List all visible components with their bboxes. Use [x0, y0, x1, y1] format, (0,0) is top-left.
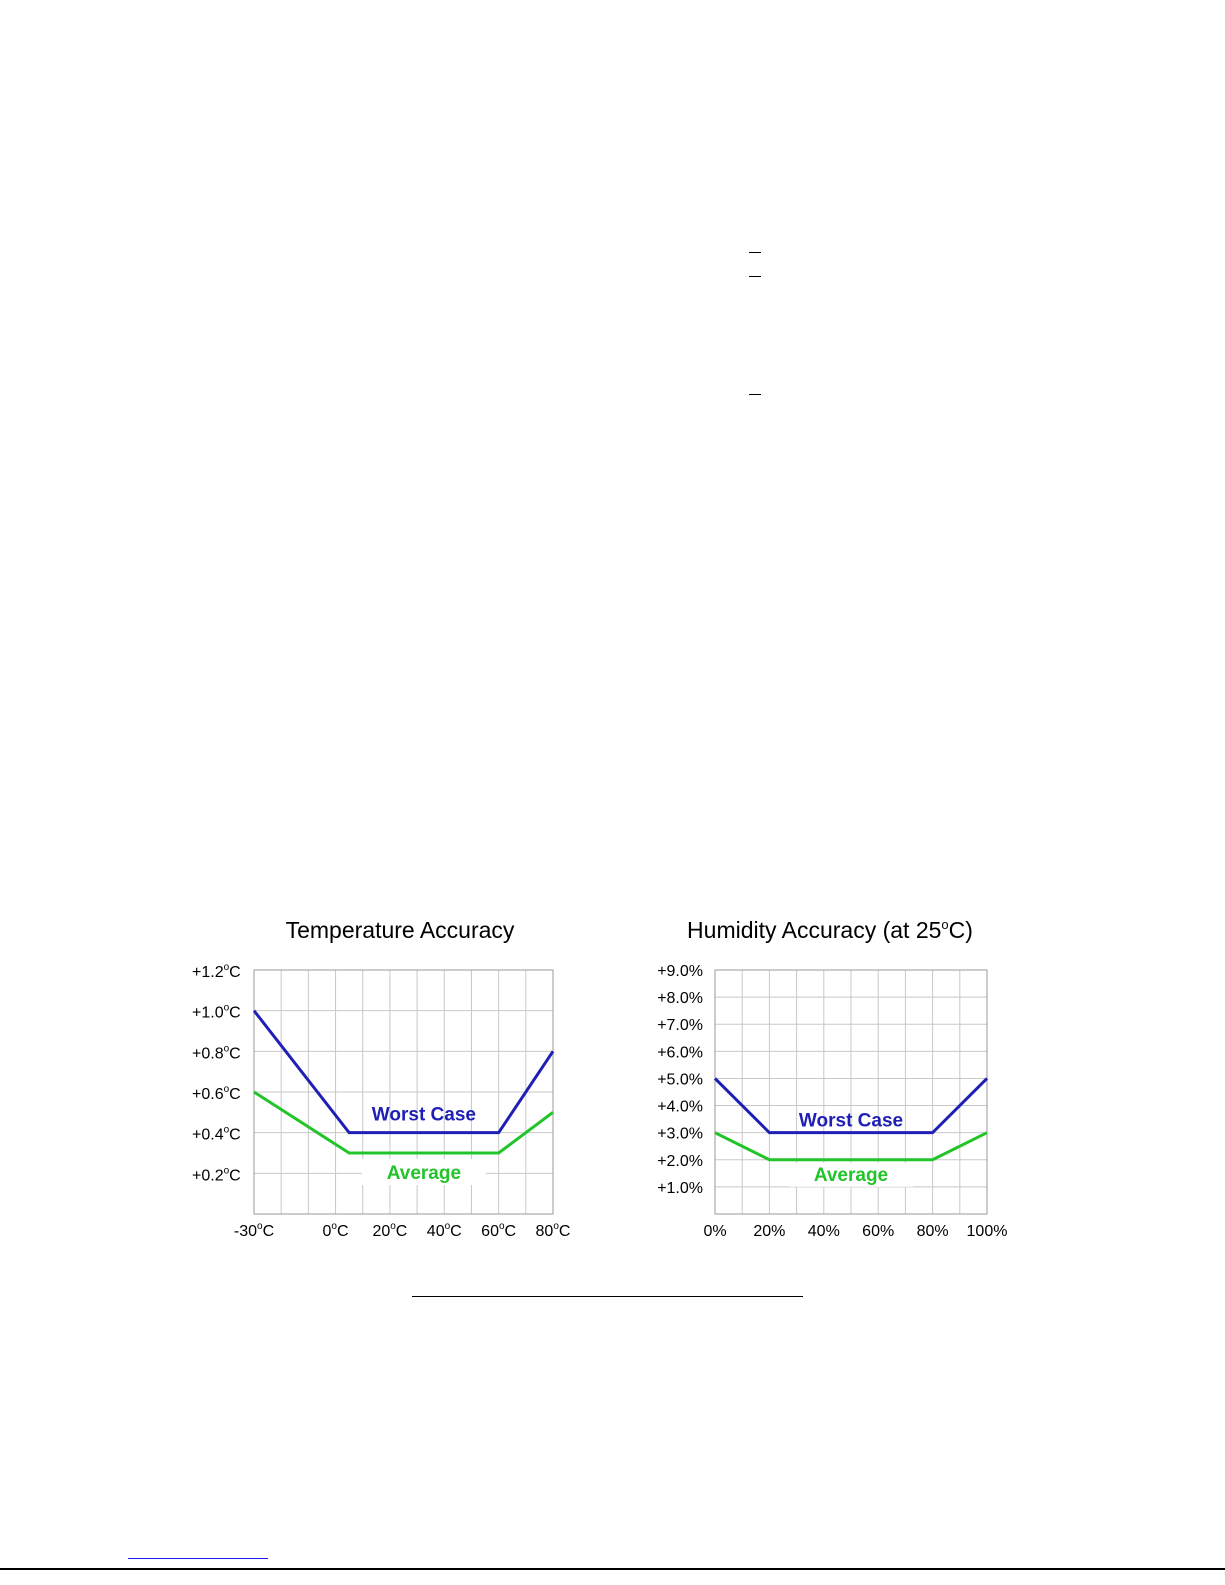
- humidity-x-tick-label: 60%: [862, 1223, 894, 1240]
- humidity-title-degree: o: [941, 917, 948, 932]
- temperature-x-tick-label: 60oC: [481, 1221, 516, 1240]
- temperature-x-tick-label: 80oC: [536, 1221, 571, 1240]
- underline-mark-2: [749, 276, 761, 277]
- humidity-x-tick-label: 0%: [703, 1223, 726, 1240]
- humidity-series-line: [713, 1077, 989, 1135]
- humidity-y-tick-label: +2.0%: [657, 1153, 703, 1170]
- temperature-x-tick-label: 20oC: [372, 1221, 407, 1240]
- humidity-series: [713, 1077, 989, 1162]
- humidity-y-tick-label: +8.0%: [657, 990, 703, 1007]
- humidity-chart-title: Humidity Accuracy (at 25oC): [687, 917, 973, 943]
- temperature-series-line: [252, 1009, 555, 1135]
- temperature-worst-case-label: Worst Case: [372, 1105, 476, 1126]
- temperature-y-tick-label: +0.4oC: [192, 1125, 241, 1144]
- temperature-chart: Temperature Accuracy +1.2oC+1.0oC+0.8oC+…: [192, 917, 570, 1240]
- temperature-y-tick-label: +1.2oC: [192, 962, 241, 981]
- temperature-x-tick-label: 0oC: [323, 1221, 349, 1240]
- temperature-y-tick-label: +0.8oC: [192, 1043, 241, 1062]
- humidity-y-tick-label: +3.0%: [657, 1126, 703, 1143]
- section-rule: [412, 1296, 803, 1297]
- page-bottom-rule: [0, 1568, 1225, 1570]
- humidity-series-line: [714, 1131, 988, 1162]
- temperature-y-tick-label: +0.2oC: [192, 1165, 241, 1184]
- humidity-x-ticks: 0% 20% 40% 60% 80% 100%: [703, 1223, 1007, 1240]
- humidity-x-tick-label: 20%: [753, 1223, 785, 1240]
- temperature-x-tick-label: 40oC: [427, 1221, 462, 1240]
- humidity-y-tick-label: +6.0%: [657, 1044, 703, 1061]
- temperature-average-label: Average: [387, 1163, 461, 1184]
- temperature-y-tick-label: +0.6oC: [192, 1084, 241, 1103]
- temperature-series-line: [253, 1090, 554, 1155]
- temperature-y-tick-label: +1.0oC: [192, 1003, 241, 1022]
- underline-mark-3: [749, 394, 761, 395]
- temperature-average-label-bg: [361, 1159, 486, 1185]
- humidity-y-ticks: +9.0% +8.0% +7.0% +6.0% +5.0% +4.0% +3.0% +2.0%…: [657, 963, 703, 1197]
- humidity-series-labels: Worst Case Average: [789, 1111, 913, 1187]
- temperature-series-labels: Worst Case Average: [361, 1105, 486, 1185]
- charts-svg: Temperature Accuracy +1.2oC+1.0oC+0.8oC+…: [192, 917, 1007, 1240]
- humidity-title-main: Humidity Accuracy (at 25: [687, 917, 941, 943]
- humidity-y-tick-label: +9.0%: [657, 963, 703, 980]
- humidity-x-tick-label: 40%: [808, 1223, 840, 1240]
- humidity-y-tick-label: +5.0%: [657, 1071, 703, 1088]
- temperature-x-tick-label: -30oC: [234, 1221, 274, 1240]
- footnote-link-underline: [128, 1558, 268, 1559]
- underline-mark-1: [749, 252, 761, 253]
- accuracy-charts: Temperature Accuracy +1.2oC +1.0oC +0.8oC +…: [180, 900, 1040, 1260]
- humidity-title-end: C): [949, 917, 973, 943]
- humidity-average-label-bg: [789, 1162, 913, 1187]
- temperature-series: [252, 1009, 555, 1155]
- humidity-y-tick-label: +4.0%: [657, 1099, 703, 1116]
- humidity-y-tick-label: +1.0%: [657, 1180, 703, 1197]
- temperature-x-ticks: -30oC 0oC 20oC 40oC 60oC 80oC: [234, 1221, 571, 1240]
- humidity-x-tick-label: 100%: [967, 1223, 1008, 1240]
- humidity-average-label: Average: [814, 1165, 888, 1186]
- temperature-y-ticks: +1.2oC +1.0oC +0.8oC +0.6oC +0.4oC +0.2oC: [192, 962, 241, 1184]
- humidity-chart: Humidity Accuracy (at 25oC) +9.0% +8.0% +7…: [657, 917, 1007, 1240]
- humidity-y-tick-label: +7.0%: [657, 1017, 703, 1034]
- humidity-plot-frame: [714, 969, 988, 1215]
- humidity-worst-case-label: Worst Case: [799, 1111, 903, 1132]
- temperature-chart-title: Temperature Accuracy: [286, 917, 515, 943]
- humidity-x-tick-label: 80%: [917, 1223, 949, 1240]
